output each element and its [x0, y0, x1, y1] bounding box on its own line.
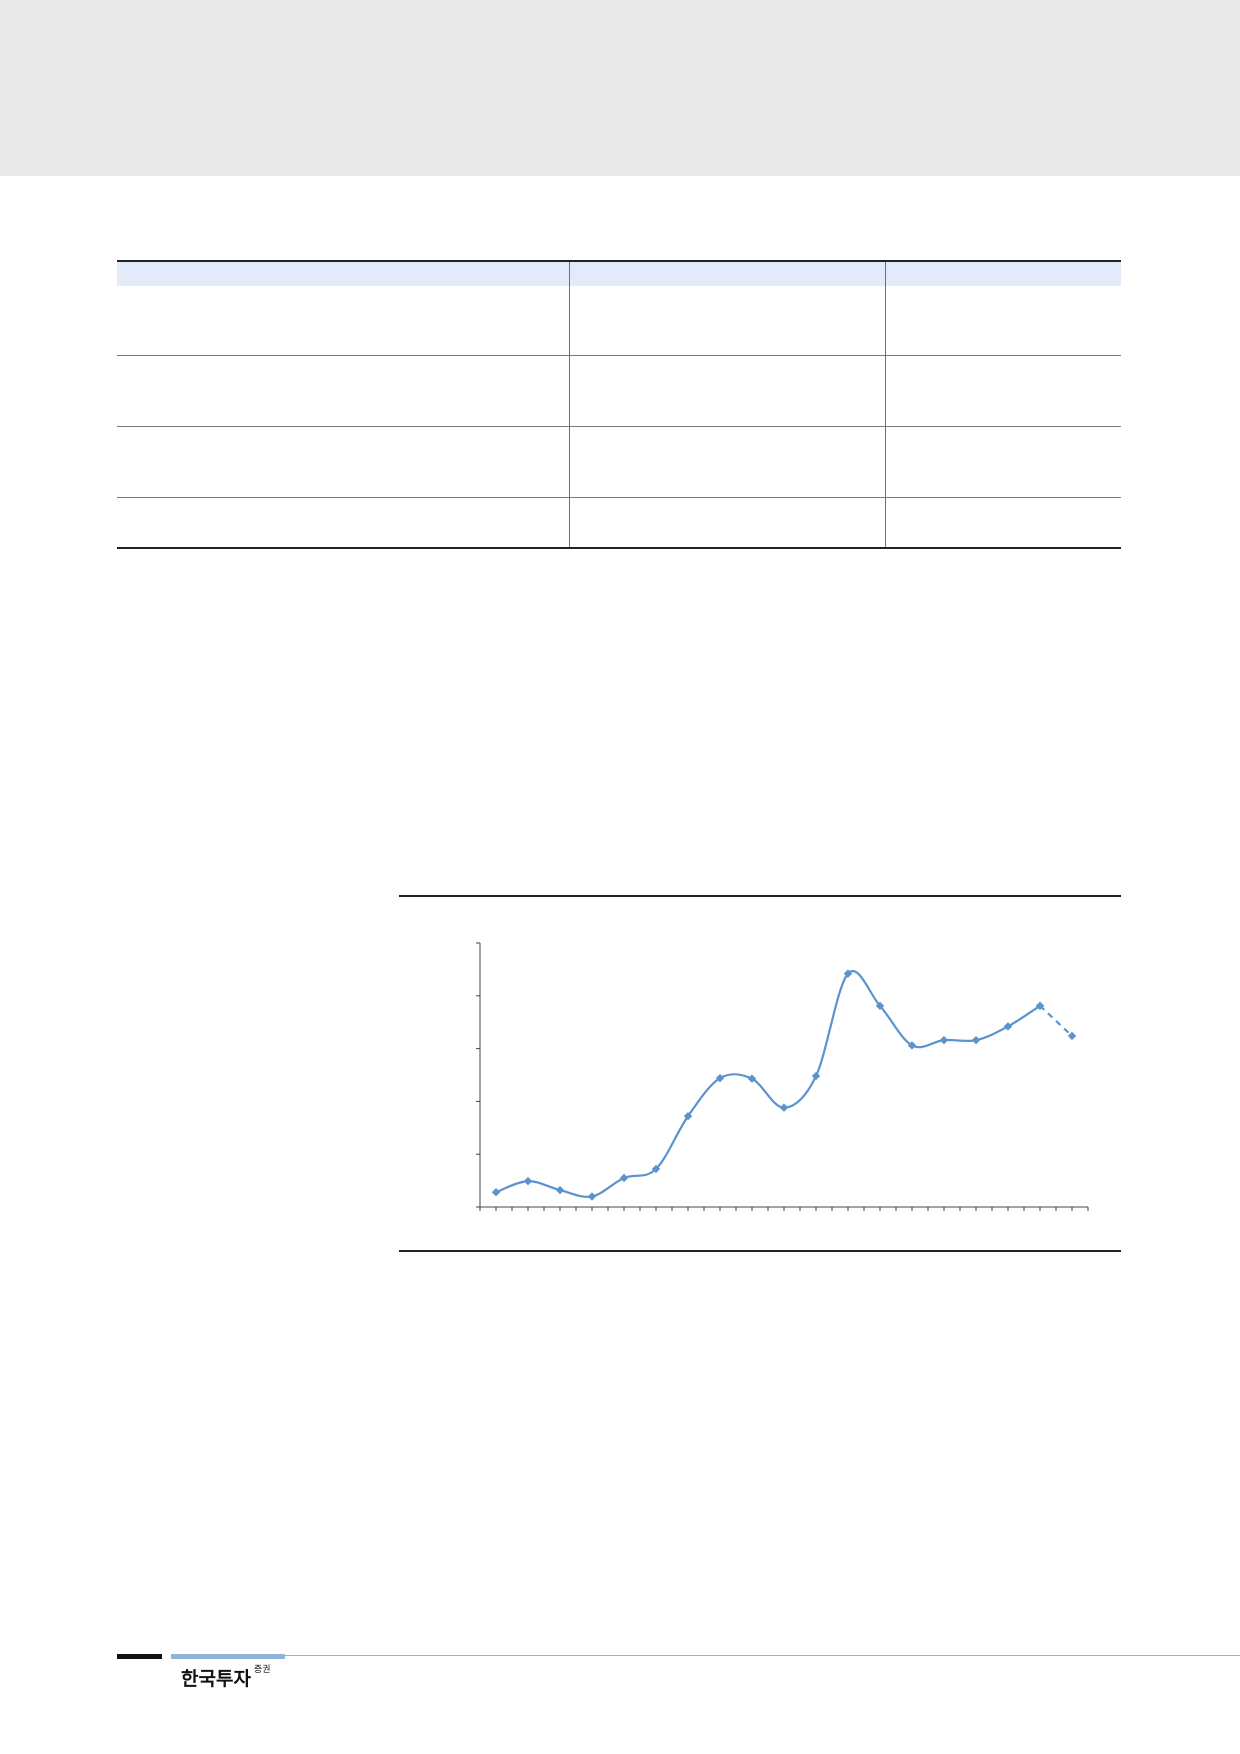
table-row-divider [117, 355, 1121, 356]
table-column-divider [885, 262, 886, 547]
chart-bottom-rule [399, 1250, 1121, 1252]
table-column-divider [569, 262, 570, 547]
chart-markers [491, 969, 1077, 1201]
data-point [1003, 1022, 1013, 1031]
data-point [843, 969, 853, 978]
header-band [0, 0, 1240, 176]
data-table [117, 260, 1121, 549]
data-point [491, 1188, 501, 1197]
table-header-row [117, 262, 1121, 286]
data-point [907, 1041, 917, 1050]
data-point [971, 1035, 981, 1045]
series-line-2 [1039, 1005, 1073, 1037]
data-point [555, 1185, 565, 1195]
footer-black-bar [117, 1654, 162, 1659]
footer-blue-bar [171, 1654, 285, 1659]
data-point [779, 1103, 789, 1112]
data-point [747, 1074, 757, 1083]
data-point [651, 1164, 661, 1174]
data-point [587, 1192, 597, 1201]
data-point [715, 1073, 725, 1083]
line-chart [399, 895, 1121, 1253]
data-point [683, 1111, 693, 1121]
table-row-divider [117, 426, 1121, 427]
chart-lines [495, 970, 1073, 1198]
table-top-rule [117, 260, 1121, 262]
data-point [875, 1001, 885, 1011]
logo-suffix: 증권 [253, 1665, 271, 1675]
data-point [1035, 1001, 1045, 1011]
footer-divider-line [171, 1655, 1240, 1656]
data-point [1067, 1031, 1077, 1041]
series-line-1 [495, 970, 1041, 1198]
data-point [619, 1173, 629, 1183]
company-logo: 한국투자 증권 [181, 1664, 270, 1691]
chart-plot [476, 942, 1089, 1211]
table-row-divider [117, 497, 1121, 498]
data-point [811, 1071, 821, 1081]
data-point [523, 1176, 533, 1186]
chart-axes [476, 942, 1089, 1211]
table-bottom-rule [117, 547, 1121, 549]
logo-text: 한국투자 [181, 1668, 251, 1690]
chart-top-rule [399, 895, 1121, 897]
data-point [939, 1035, 949, 1045]
